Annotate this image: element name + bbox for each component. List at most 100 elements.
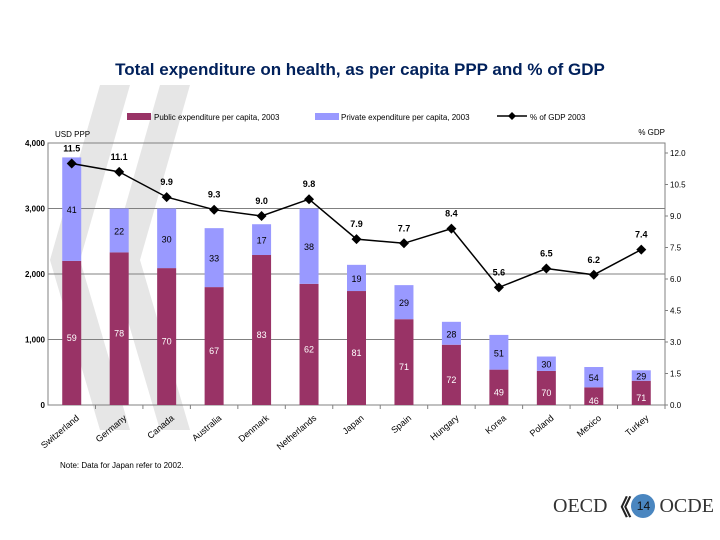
gdp-value-label: 6.2 xyxy=(588,255,601,265)
category-label: Turkey xyxy=(623,413,651,438)
gdp-value-label: 9.3 xyxy=(208,190,221,200)
bar-public xyxy=(584,387,604,405)
gdp-value-label: 11.5 xyxy=(63,144,80,154)
bar-public xyxy=(109,252,129,405)
bar-private xyxy=(157,208,177,269)
bar-private xyxy=(204,228,224,288)
private-share-label: 54 xyxy=(589,373,599,383)
gdp-value-label: 7.7 xyxy=(398,223,411,233)
private-share-label: 38 xyxy=(304,242,314,252)
category-label: Netherlands xyxy=(275,413,319,452)
public-share-label: 62 xyxy=(304,344,314,354)
public-share-label: 71 xyxy=(636,393,646,403)
right-tick-label: 10.5 xyxy=(670,181,686,190)
category-label: Korea xyxy=(483,413,508,436)
gdp-marker xyxy=(161,192,172,203)
gdp-marker xyxy=(256,211,267,221)
private-share-label: 29 xyxy=(399,298,409,308)
bar-private xyxy=(394,285,414,320)
public-share-label: 67 xyxy=(209,346,219,356)
legend-swatch-private xyxy=(315,113,339,120)
category-label: Switzerland xyxy=(39,413,81,451)
private-share-label: 30 xyxy=(162,234,172,244)
left-axis-label: USD PPP xyxy=(55,130,90,139)
public-share-label: 71 xyxy=(399,362,409,372)
bar-private xyxy=(299,208,319,284)
right-tick-label: 1.5 xyxy=(670,370,682,379)
private-share-label: 19 xyxy=(351,274,361,284)
bar-public xyxy=(204,287,224,405)
private-share-label: 51 xyxy=(494,348,504,358)
bar-public xyxy=(536,370,556,405)
private-share-label: 30 xyxy=(541,360,551,370)
legend-swatch-public xyxy=(127,113,151,120)
public-share-label: 49 xyxy=(494,387,504,397)
logo-text-left: OECD xyxy=(553,494,608,517)
gdp-marker xyxy=(304,194,315,205)
gdp-value-label: 9.0 xyxy=(255,196,268,206)
category-label: Denmark xyxy=(236,413,271,444)
gdp-value-label: 11.1 xyxy=(111,152,128,162)
page-number: 14 xyxy=(631,494,656,518)
gdp-marker xyxy=(114,166,125,177)
gdp-marker xyxy=(588,269,599,280)
bar-public xyxy=(394,319,414,405)
right-tick-label: 0.0 xyxy=(670,401,682,410)
right-tick-label: 4.5 xyxy=(670,307,682,316)
bar-private xyxy=(62,157,82,261)
bar-private xyxy=(441,321,461,345)
bar-private xyxy=(347,264,366,292)
right-tick-label: 6.0 xyxy=(670,275,682,284)
gdp-marker xyxy=(351,234,362,245)
bar-private xyxy=(584,367,604,388)
gdp-marker xyxy=(398,238,409,249)
category-label: Mexico xyxy=(575,413,603,439)
chart-title: Total expenditure on health, as per capi… xyxy=(115,60,605,79)
logo-text-right: OCDE xyxy=(659,494,714,517)
public-share-label: 78 xyxy=(114,329,124,339)
public-share-label: 46 xyxy=(589,396,599,406)
bar-public xyxy=(441,344,461,405)
left-tick-label: 0 xyxy=(41,401,46,410)
legend-label-public: Public expenditure per capita, 2003 xyxy=(154,113,280,122)
private-share-label: 28 xyxy=(446,329,456,339)
private-share-label: 33 xyxy=(209,254,219,264)
gdp-value-label: 7.4 xyxy=(635,230,648,240)
private-share-label: 29 xyxy=(636,372,646,382)
gdp-marker xyxy=(209,204,220,215)
legend-label-private: Private expenditure per capita, 2003 xyxy=(341,113,470,122)
gdp-marker xyxy=(636,244,647,255)
right-tick-label: 7.5 xyxy=(670,244,682,253)
category-label: Poland xyxy=(528,413,556,439)
bar-public xyxy=(299,283,319,405)
private-share-label: 22 xyxy=(114,226,124,236)
category-label: Spain xyxy=(389,413,413,435)
category-label: Japan xyxy=(341,413,366,436)
public-share-label: 72 xyxy=(446,375,456,385)
legend-label-gdp: % of GDP 2003 xyxy=(530,113,586,122)
gdp-value-label: 5.6 xyxy=(493,267,506,277)
private-share-label: 41 xyxy=(67,205,77,215)
left-tick-label: 4,000 xyxy=(25,139,46,148)
right-tick-label: 3.0 xyxy=(670,338,682,347)
bar-private xyxy=(536,356,556,371)
bar-public xyxy=(62,260,82,405)
left-tick-label: 1,000 xyxy=(25,336,46,345)
left-tick-label: 2,000 xyxy=(25,270,46,279)
bar-public xyxy=(489,369,509,405)
right-tick-label: 12.0 xyxy=(670,149,686,158)
left-tick-label: 3,000 xyxy=(25,205,46,214)
public-share-label: 83 xyxy=(257,330,267,340)
footnote: Note: Data for Japan refer to 2002. xyxy=(60,461,184,470)
gdp-marker xyxy=(493,282,504,293)
public-share-label: 70 xyxy=(541,388,551,398)
right-axis-label: % GDP xyxy=(638,128,665,137)
right-tick-label: 9.0 xyxy=(670,212,682,221)
bar-public xyxy=(347,291,366,405)
bar-private xyxy=(252,224,272,256)
public-share-label: 81 xyxy=(351,348,361,358)
public-share-label: 70 xyxy=(162,337,172,347)
gdp-value-label: 9.9 xyxy=(160,177,173,187)
legend-marker-gdp xyxy=(508,112,516,120)
